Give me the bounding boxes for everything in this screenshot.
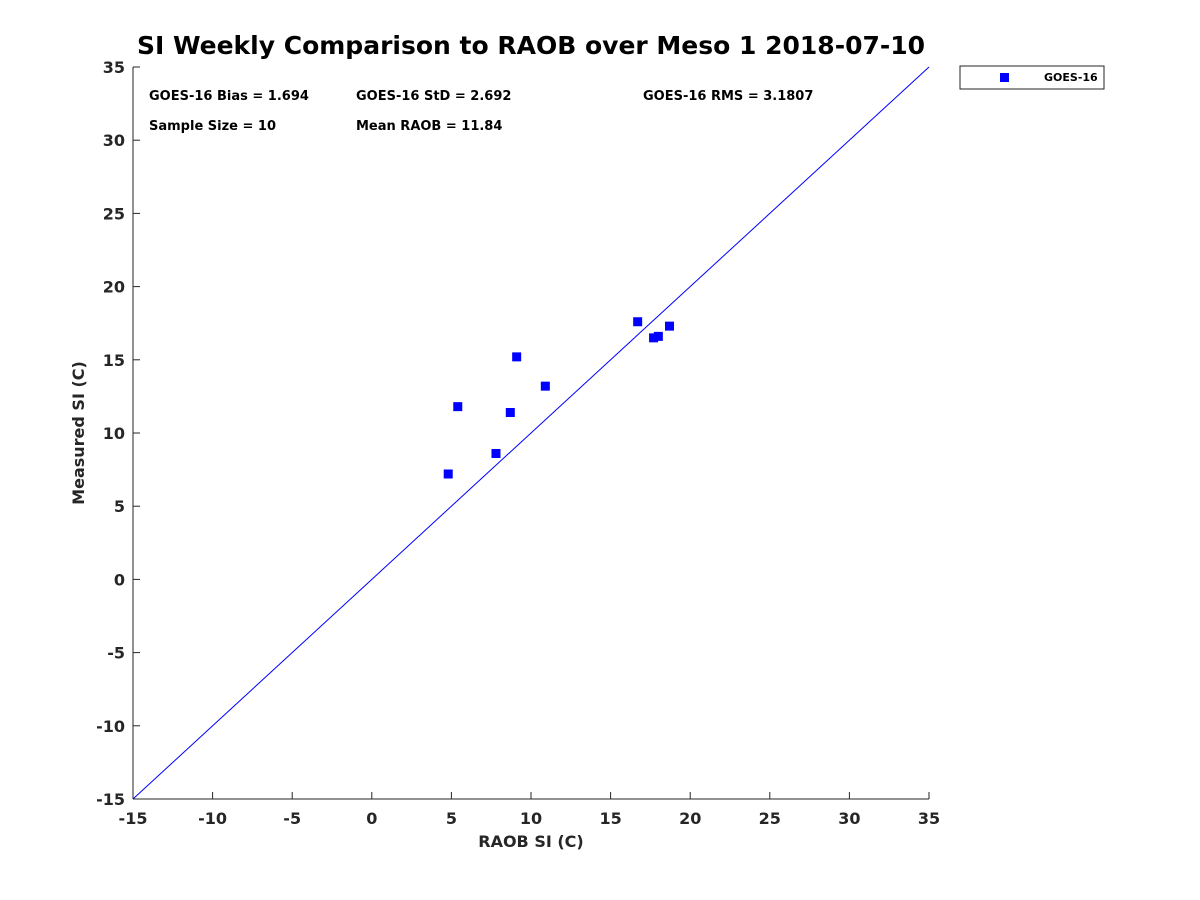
data-point bbox=[443, 469, 453, 479]
y-axis-label: Measured SI (C) bbox=[69, 361, 88, 505]
std-annotation: GOES-16 StD = 2.692 bbox=[356, 89, 511, 104]
legend-marker-square bbox=[1000, 73, 1009, 82]
y-tick-label: 35 bbox=[103, 58, 125, 77]
plot-area: -15 -10 -5 0 5 10 15 20 25 30 35 -15 -10 -5 0 5 10 15 20 25… bbox=[96, 58, 940, 828]
x-tick-label: 20 bbox=[679, 809, 701, 828]
legend-label: GOES-16 bbox=[1044, 71, 1098, 84]
y-tick-label: 15 bbox=[103, 351, 125, 370]
y-tick-label: -5 bbox=[107, 644, 125, 663]
y-tick-label: 30 bbox=[103, 131, 125, 150]
y-tick-label: 0 bbox=[114, 570, 125, 589]
legend-box bbox=[959, 65, 1105, 90]
sample-size-annotation: Sample Size = 10 bbox=[149, 119, 276, 134]
data-point bbox=[649, 333, 659, 343]
x-tick-label: 25 bbox=[759, 809, 781, 828]
x-tick-label: 10 bbox=[520, 809, 542, 828]
legend: GOES-16 bbox=[959, 65, 1105, 90]
data-point bbox=[453, 402, 463, 412]
x-tick-label: 30 bbox=[838, 809, 860, 828]
mean-raob-annotation: Mean RAOB = 11.84 bbox=[356, 119, 502, 134]
data-point bbox=[653, 331, 663, 341]
chart-title: SI Weekly Comparison to RAOB over Meso 1… bbox=[137, 31, 925, 60]
y-tick-label: -10 bbox=[96, 717, 125, 736]
y-tick-label: 20 bbox=[103, 278, 125, 297]
data-point bbox=[540, 381, 550, 391]
data-point bbox=[505, 408, 515, 418]
x-tick-label: -15 bbox=[119, 809, 148, 828]
y-tick-label: -15 bbox=[96, 790, 125, 809]
x-tick-label: 15 bbox=[599, 809, 621, 828]
y-tick-label: 25 bbox=[103, 204, 125, 223]
y-tick-label: 10 bbox=[103, 424, 125, 443]
one-to-one-reference-line bbox=[132, 66, 930, 800]
x-axis-label: RAOB SI (C) bbox=[478, 832, 583, 851]
x-tick-label: -5 bbox=[283, 809, 301, 828]
x-tick-label: 5 bbox=[446, 809, 457, 828]
x-tick-label: 35 bbox=[918, 809, 940, 828]
data-point bbox=[633, 317, 643, 327]
rms-annotation: GOES-16 RMS = 3.1807 bbox=[643, 89, 813, 104]
data-point bbox=[665, 321, 675, 331]
bias-annotation: GOES-16 Bias = 1.694 bbox=[149, 89, 309, 104]
x-tick-label: 0 bbox=[366, 809, 377, 828]
data-point bbox=[491, 448, 501, 458]
stats-annotations: GOES-16 Bias = 1.694 GOES-16 StD = 2.692… bbox=[149, 89, 813, 134]
x-tick-label: -10 bbox=[198, 809, 227, 828]
data-point bbox=[512, 352, 522, 362]
y-tick-label: 5 bbox=[114, 497, 125, 516]
